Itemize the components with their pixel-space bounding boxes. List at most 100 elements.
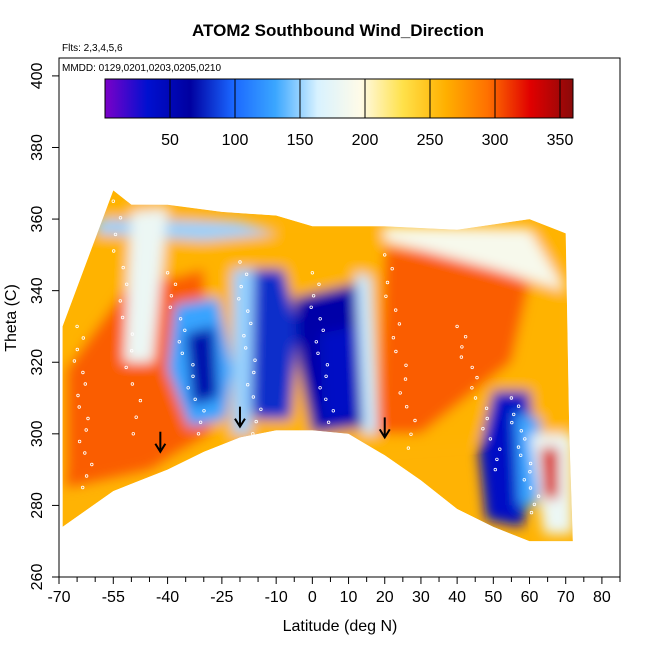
observation-marker (475, 375, 479, 380)
heatmap-region (232, 269, 255, 434)
y-tick-label: 360 (29, 206, 46, 233)
x-tick-label: -25 (210, 589, 233, 606)
observation-marker (481, 427, 485, 431)
observation-marker (325, 363, 330, 367)
colorbar-tick-label: 150 (287, 132, 314, 149)
x-tick-label: 50 (484, 589, 502, 606)
observation-marker (165, 271, 170, 275)
observation-marker (326, 420, 331, 424)
observation-marker (251, 395, 256, 399)
observation-marker (470, 386, 474, 390)
y-tick-label: 280 (29, 492, 46, 519)
observation-marker (455, 324, 459, 329)
observation-marker (253, 358, 257, 362)
observation-marker (528, 486, 533, 490)
observation-marker (130, 382, 135, 386)
heatmap-regions (62, 190, 573, 534)
observation-marker (83, 451, 87, 455)
observation-marker (316, 351, 320, 355)
observation-marker (138, 398, 143, 403)
x-tick-label: 80 (593, 589, 611, 606)
observation-marker (404, 363, 408, 367)
observation-marker (317, 282, 321, 286)
observation-marker (522, 478, 526, 482)
x-tick-label: -10 (265, 589, 288, 606)
observation-marker (124, 365, 128, 370)
observation-marker (460, 345, 464, 349)
observation-marker (323, 432, 327, 436)
observation-marker (488, 437, 493, 441)
observation-marker (86, 416, 90, 421)
observation-marker (243, 346, 248, 350)
observation-marker (72, 359, 77, 363)
observation-marker (202, 409, 206, 413)
y-axis-title: Theta (C) (3, 284, 20, 352)
observation-marker (403, 377, 408, 381)
observation-marker (311, 294, 316, 298)
y-tick-label: 400 (29, 62, 46, 89)
observation-marker (249, 321, 253, 326)
observation-marker (498, 447, 502, 451)
x-tick-label: 30 (412, 589, 430, 606)
observation-marker (510, 420, 514, 425)
observation-marker (81, 336, 85, 340)
heatmap-layer (62, 190, 573, 542)
observation-marker (75, 324, 79, 329)
observation-marker (180, 351, 184, 355)
heatmap-region (185, 326, 219, 406)
observation-marker (178, 317, 183, 321)
observation-marker (237, 297, 241, 301)
observation-marker (118, 299, 122, 303)
observation-marker (84, 428, 88, 432)
observation-marker (77, 405, 81, 409)
observation-marker (196, 432, 201, 436)
plot-frame (58, 57, 621, 578)
observation-marker (121, 265, 125, 270)
observation-marker (473, 396, 478, 400)
observation-marker (309, 305, 313, 309)
observation-marker (512, 412, 516, 417)
x-tick-label: -40 (156, 589, 179, 606)
observation-marker (80, 485, 85, 490)
observation-marker (413, 418, 417, 423)
observation-marker (405, 405, 409, 409)
observation-marker (177, 340, 181, 344)
observation-marker (90, 462, 94, 467)
y-axis: 260 280 300 320 340 360 380 400 (29, 62, 59, 590)
observation-marker (239, 284, 243, 289)
heatmap-region (384, 226, 566, 291)
observation-marker (321, 328, 325, 332)
observation-marker (516, 404, 521, 408)
observation-marker (134, 415, 138, 419)
observation-marker (318, 386, 322, 390)
y-tick-label: 260 (29, 564, 46, 591)
observation-marker (385, 280, 390, 285)
y-tick-label: 320 (29, 349, 46, 376)
observation-marker (254, 419, 258, 424)
heatmap-region (240, 269, 298, 420)
observation-marker (459, 355, 464, 359)
observation-marker (324, 374, 328, 378)
observation-marker (84, 474, 89, 478)
y-tick-label: 300 (29, 420, 46, 447)
observation-marker (244, 272, 249, 276)
observation-marker (318, 317, 322, 321)
observation-marker (493, 467, 497, 472)
observation-marker (310, 271, 315, 275)
observation-marker (394, 308, 398, 312)
observation-markers (72, 199, 541, 515)
flights-note: Flts: 2,3,4,5,6 (62, 43, 123, 54)
mmdd-note: MMDD: 0129,0201,0203,0205,0210 (62, 63, 221, 74)
observation-marker (532, 502, 537, 507)
heatmap-region (377, 247, 530, 434)
x-axis: -70 -55 -40 -25 -10 0 10 20 30 40 50 60 70 80 (47, 577, 621, 606)
arrow-head (234, 418, 246, 429)
observation-marker (484, 406, 489, 410)
observation-marker (168, 305, 172, 309)
heatmap-region (124, 208, 168, 363)
heatmap-region (540, 448, 559, 499)
observation-marker (516, 445, 521, 449)
arrow-head (154, 443, 167, 454)
observation-marker (390, 267, 394, 271)
